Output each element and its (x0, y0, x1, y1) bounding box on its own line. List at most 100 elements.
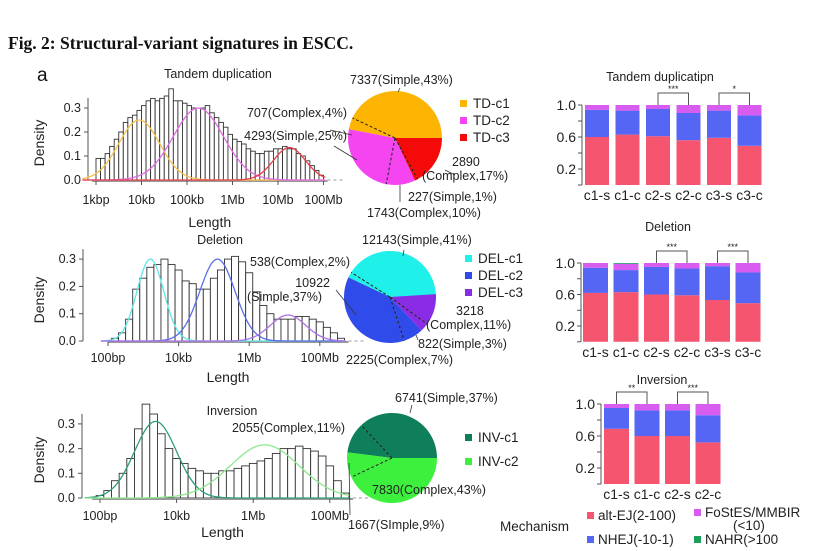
legend-item: NAHR(>100 (694, 532, 778, 547)
component-curve-inv-c1 (84, 420, 351, 499)
x-tick-label: c2-s (664, 486, 690, 502)
pie-slice-label: 7337(Simple,43%) (350, 73, 453, 87)
histogram-inversion: Inversion Density 0.0 0.1 0.2 0.3 100bp 10kb 1Mb… (31, 403, 371, 540)
histogram-bin (104, 153, 111, 181)
bar-segment-nhej (737, 115, 762, 146)
significance-label: *** (668, 84, 679, 94)
component-curve-td-c2 (82, 107, 326, 181)
pie-slice-inv-c1-simple (361, 413, 437, 458)
histogram-bin (195, 470, 204, 499)
pie-slice-label: 1667(SImple,9%) (348, 518, 445, 532)
bar-segment-alt-ej (583, 292, 608, 342)
label-leader-line (397, 87, 401, 93)
pie-slice-label: 6741(Simple,37%) (395, 391, 498, 405)
legend-label: DEL-c1 (478, 251, 523, 266)
bar-segment-alt-ej (613, 292, 639, 342)
legend-item-td-c1: TD-c1 (460, 96, 510, 111)
component-curve-del-c3 (100, 314, 346, 342)
x-tick-label: 100Mb (301, 351, 339, 365)
legend-swatch (465, 458, 472, 465)
bar-segment-fostes-mmbir (613, 263, 639, 271)
pie-slice-td-c2-simple (348, 129, 395, 185)
histogram-bin (141, 403, 151, 499)
legend-item-del-c2: DEL-c2 (465, 268, 523, 283)
legend-label: TD-c2 (473, 113, 510, 128)
pie-slice-td-c2-complex (386, 138, 416, 185)
significance-bracket (616, 391, 648, 404)
histogram-bin (181, 280, 190, 342)
bar-segment-fostes-mmbir (604, 404, 629, 408)
histogram-bin (132, 288, 141, 342)
bar-segment-nhej (604, 408, 629, 429)
legend-swatch (460, 100, 467, 107)
bar-segment-fostes-mmbir (695, 404, 721, 416)
legend-item: FoStES/MMBIR(<10) (694, 505, 801, 533)
histogram-bin (225, 470, 235, 499)
legend-swatch (587, 536, 594, 543)
y-tick-label: 0.3 (58, 417, 75, 431)
histogram-bin (263, 150, 270, 181)
legend-swatch (694, 509, 701, 516)
legend-label: TD-c3 (473, 130, 510, 145)
pie-slice-inv-c1-complex (347, 425, 392, 458)
label-leader-line (335, 289, 357, 316)
pie-slice-inv-c2-simple (347, 452, 392, 478)
y-axis-label: Density (31, 120, 47, 167)
histogram-bin (188, 283, 197, 342)
bar-segment-fostes-mmbir (707, 105, 731, 111)
pie-slice-label: 1743(Complex,10%) (367, 206, 481, 220)
bar-segment-fostes-mmbir (676, 105, 701, 113)
x-tick-label: c1-s (584, 187, 610, 203)
label-leader-line (415, 334, 419, 341)
bar-segment-nhej (665, 410, 690, 436)
x-tick-label: c2-c (675, 187, 701, 203)
pie-slice-label: 4293(Simple,25%) (244, 129, 347, 143)
histogram-bin (95, 157, 102, 181)
histogram-bin (245, 272, 254, 342)
histogram-bin (139, 277, 148, 342)
bar-segment-fostes-mmbir (674, 263, 700, 269)
y-tick-label: 0.2 (58, 442, 75, 456)
pie-slice-label: 227(Simple,1%) (408, 190, 497, 204)
significance-label: *** (727, 242, 738, 252)
bar-segment-alt-ej (646, 136, 670, 185)
x-tick-label: 10kb (128, 193, 155, 207)
significance-label: ** (628, 383, 636, 393)
label-leader-line (333, 145, 358, 161)
x-tick-label: 10Mb (262, 193, 293, 207)
pie-slice-label: 822(Simple,3%) (418, 337, 507, 351)
bar-segment-alt-ej (644, 294, 669, 342)
histogram-bin (325, 465, 335, 499)
x-axis-label: Length (188, 214, 231, 230)
legend-swatch (465, 289, 472, 296)
histogram-bin (233, 467, 243, 499)
histogram-bin (232, 138, 238, 181)
histogram-bin (333, 480, 342, 499)
pie-slice-label: (Complex,11%) (426, 318, 511, 332)
y-tick-label: 0.6 (557, 129, 577, 145)
histogram-bin (160, 258, 169, 342)
histogram-bin (168, 88, 174, 181)
legend-swatch (587, 512, 594, 519)
legend-label: alt-EJ(2-100) (598, 508, 676, 523)
bar-segment-fostes-mmbir (615, 105, 640, 111)
histogram-bin (271, 453, 281, 499)
bar-segment-alt-ej (735, 303, 761, 342)
histogram-bin (241, 465, 250, 499)
pie-slice-td-c1-simple (352, 90, 442, 138)
histogram-bin (164, 448, 174, 499)
bar-segment-nhej (585, 109, 609, 137)
label-leader-line (329, 129, 353, 136)
pie-slice-label: 2225(Complex,7%) (346, 353, 453, 367)
bar-segment-alt-ej (634, 436, 660, 484)
legend-item-td-c3: TD-c3 (460, 130, 510, 145)
legend-label: DEL-c3 (478, 285, 523, 300)
histogram-bin (295, 153, 302, 181)
x-tick-label: c1-c (614, 187, 640, 203)
histogram-bin (186, 105, 193, 181)
legend-label: INV-c2 (478, 454, 519, 469)
histogram-tandem-duplication: Tandem duplication Density 0.0 0.1 0.2 0.3 1kb… (31, 67, 346, 230)
legend-label: NHEJ(-10-1) (598, 532, 674, 547)
bar-segment-fostes-mmbir (737, 105, 762, 116)
legend-label: INV-c1 (478, 430, 519, 445)
